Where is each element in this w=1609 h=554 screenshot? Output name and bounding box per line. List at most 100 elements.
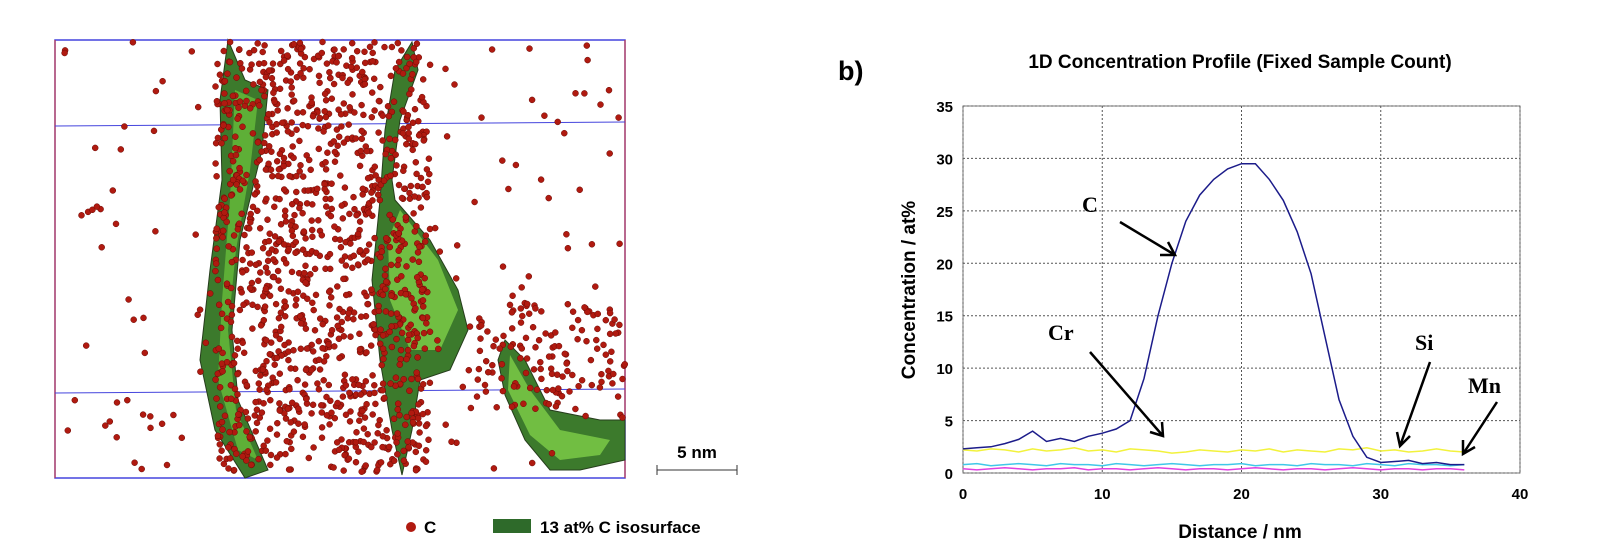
- atom: [213, 225, 220, 232]
- atom: [330, 138, 338, 145]
- x-tick-label: 0: [959, 486, 967, 503]
- atom: [271, 361, 278, 368]
- atom: [397, 356, 404, 363]
- atom: [293, 172, 300, 180]
- atom: [327, 397, 334, 405]
- atom: [385, 112, 393, 120]
- atom: [597, 101, 604, 108]
- atom: [296, 204, 303, 212]
- atom: [219, 349, 226, 357]
- atom: [375, 97, 383, 105]
- atom: [606, 358, 614, 365]
- atom: [371, 439, 378, 446]
- atom: [574, 335, 581, 343]
- y-tick-label: 10: [936, 361, 953, 378]
- x-axis-label: Distance / nm: [1178, 522, 1302, 543]
- atom: [582, 412, 589, 420]
- atom: [336, 354, 343, 362]
- atom: [226, 428, 233, 436]
- atom: [525, 310, 533, 317]
- atom: [598, 378, 605, 386]
- atom: [265, 67, 273, 74]
- atom: [89, 206, 96, 214]
- atom: [375, 129, 382, 136]
- atom: [212, 160, 219, 167]
- atom: [294, 288, 302, 296]
- atom: [412, 159, 420, 166]
- atom: [508, 325, 516, 332]
- atom: [358, 101, 365, 109]
- atom: [379, 345, 387, 353]
- atom: [213, 235, 220, 242]
- atom: [219, 426, 226, 433]
- atom: [537, 358, 544, 366]
- atom: [277, 323, 285, 331]
- arrow: [1089, 351, 1165, 438]
- atom: [342, 262, 350, 269]
- atom: [394, 39, 402, 47]
- atom: [305, 454, 313, 462]
- atom: [415, 117, 422, 125]
- atom: [323, 203, 330, 210]
- atom: [348, 54, 356, 62]
- atom: [408, 375, 415, 383]
- atom: [387, 172, 394, 180]
- atom: [226, 58, 234, 66]
- atom: [522, 369, 530, 377]
- atom: [247, 219, 254, 226]
- atom: [326, 265, 334, 273]
- atom: [360, 111, 367, 119]
- atom: [467, 404, 475, 412]
- atom: [284, 65, 292, 73]
- atom: [356, 218, 364, 225]
- atom: [386, 135, 393, 143]
- atom: [321, 108, 328, 115]
- atom: [393, 310, 401, 317]
- atom: [526, 384, 534, 392]
- atom: [318, 402, 325, 409]
- atom: [572, 405, 579, 413]
- atom: [342, 382, 350, 389]
- atom: [312, 291, 320, 299]
- atom: [311, 327, 319, 334]
- atom: [392, 136, 399, 144]
- atom: [234, 370, 241, 378]
- atom: [593, 336, 600, 344]
- atom: [357, 313, 365, 320]
- atom: [262, 447, 270, 454]
- atom: [578, 377, 586, 384]
- atom: [243, 244, 250, 251]
- panel-label: b): [838, 56, 863, 86]
- atom: [333, 59, 340, 66]
- atom: [318, 409, 326, 416]
- atom: [302, 279, 309, 286]
- atom: [288, 84, 295, 91]
- atom: [509, 292, 516, 300]
- atom: [247, 210, 254, 218]
- atom: [260, 59, 268, 67]
- atom: [381, 394, 388, 402]
- atom: [255, 455, 262, 463]
- atom: [82, 342, 90, 349]
- atom: [318, 232, 326, 239]
- atom: [290, 347, 297, 354]
- atom: [249, 203, 257, 211]
- atom: [517, 319, 525, 326]
- atom: [303, 200, 311, 207]
- atom: [265, 237, 273, 245]
- atom: [602, 316, 610, 324]
- atom: [405, 129, 412, 137]
- atom: [393, 439, 400, 446]
- atom: [213, 245, 220, 252]
- atom: [414, 414, 422, 422]
- atom: [308, 410, 315, 417]
- atom: [255, 380, 263, 387]
- atom: [315, 217, 322, 224]
- atom: [275, 166, 283, 173]
- atom: [436, 248, 444, 255]
- atom: [326, 302, 333, 309]
- atom: [408, 409, 415, 417]
- atom: [234, 226, 242, 233]
- atom: [360, 425, 368, 432]
- atom: [263, 337, 270, 344]
